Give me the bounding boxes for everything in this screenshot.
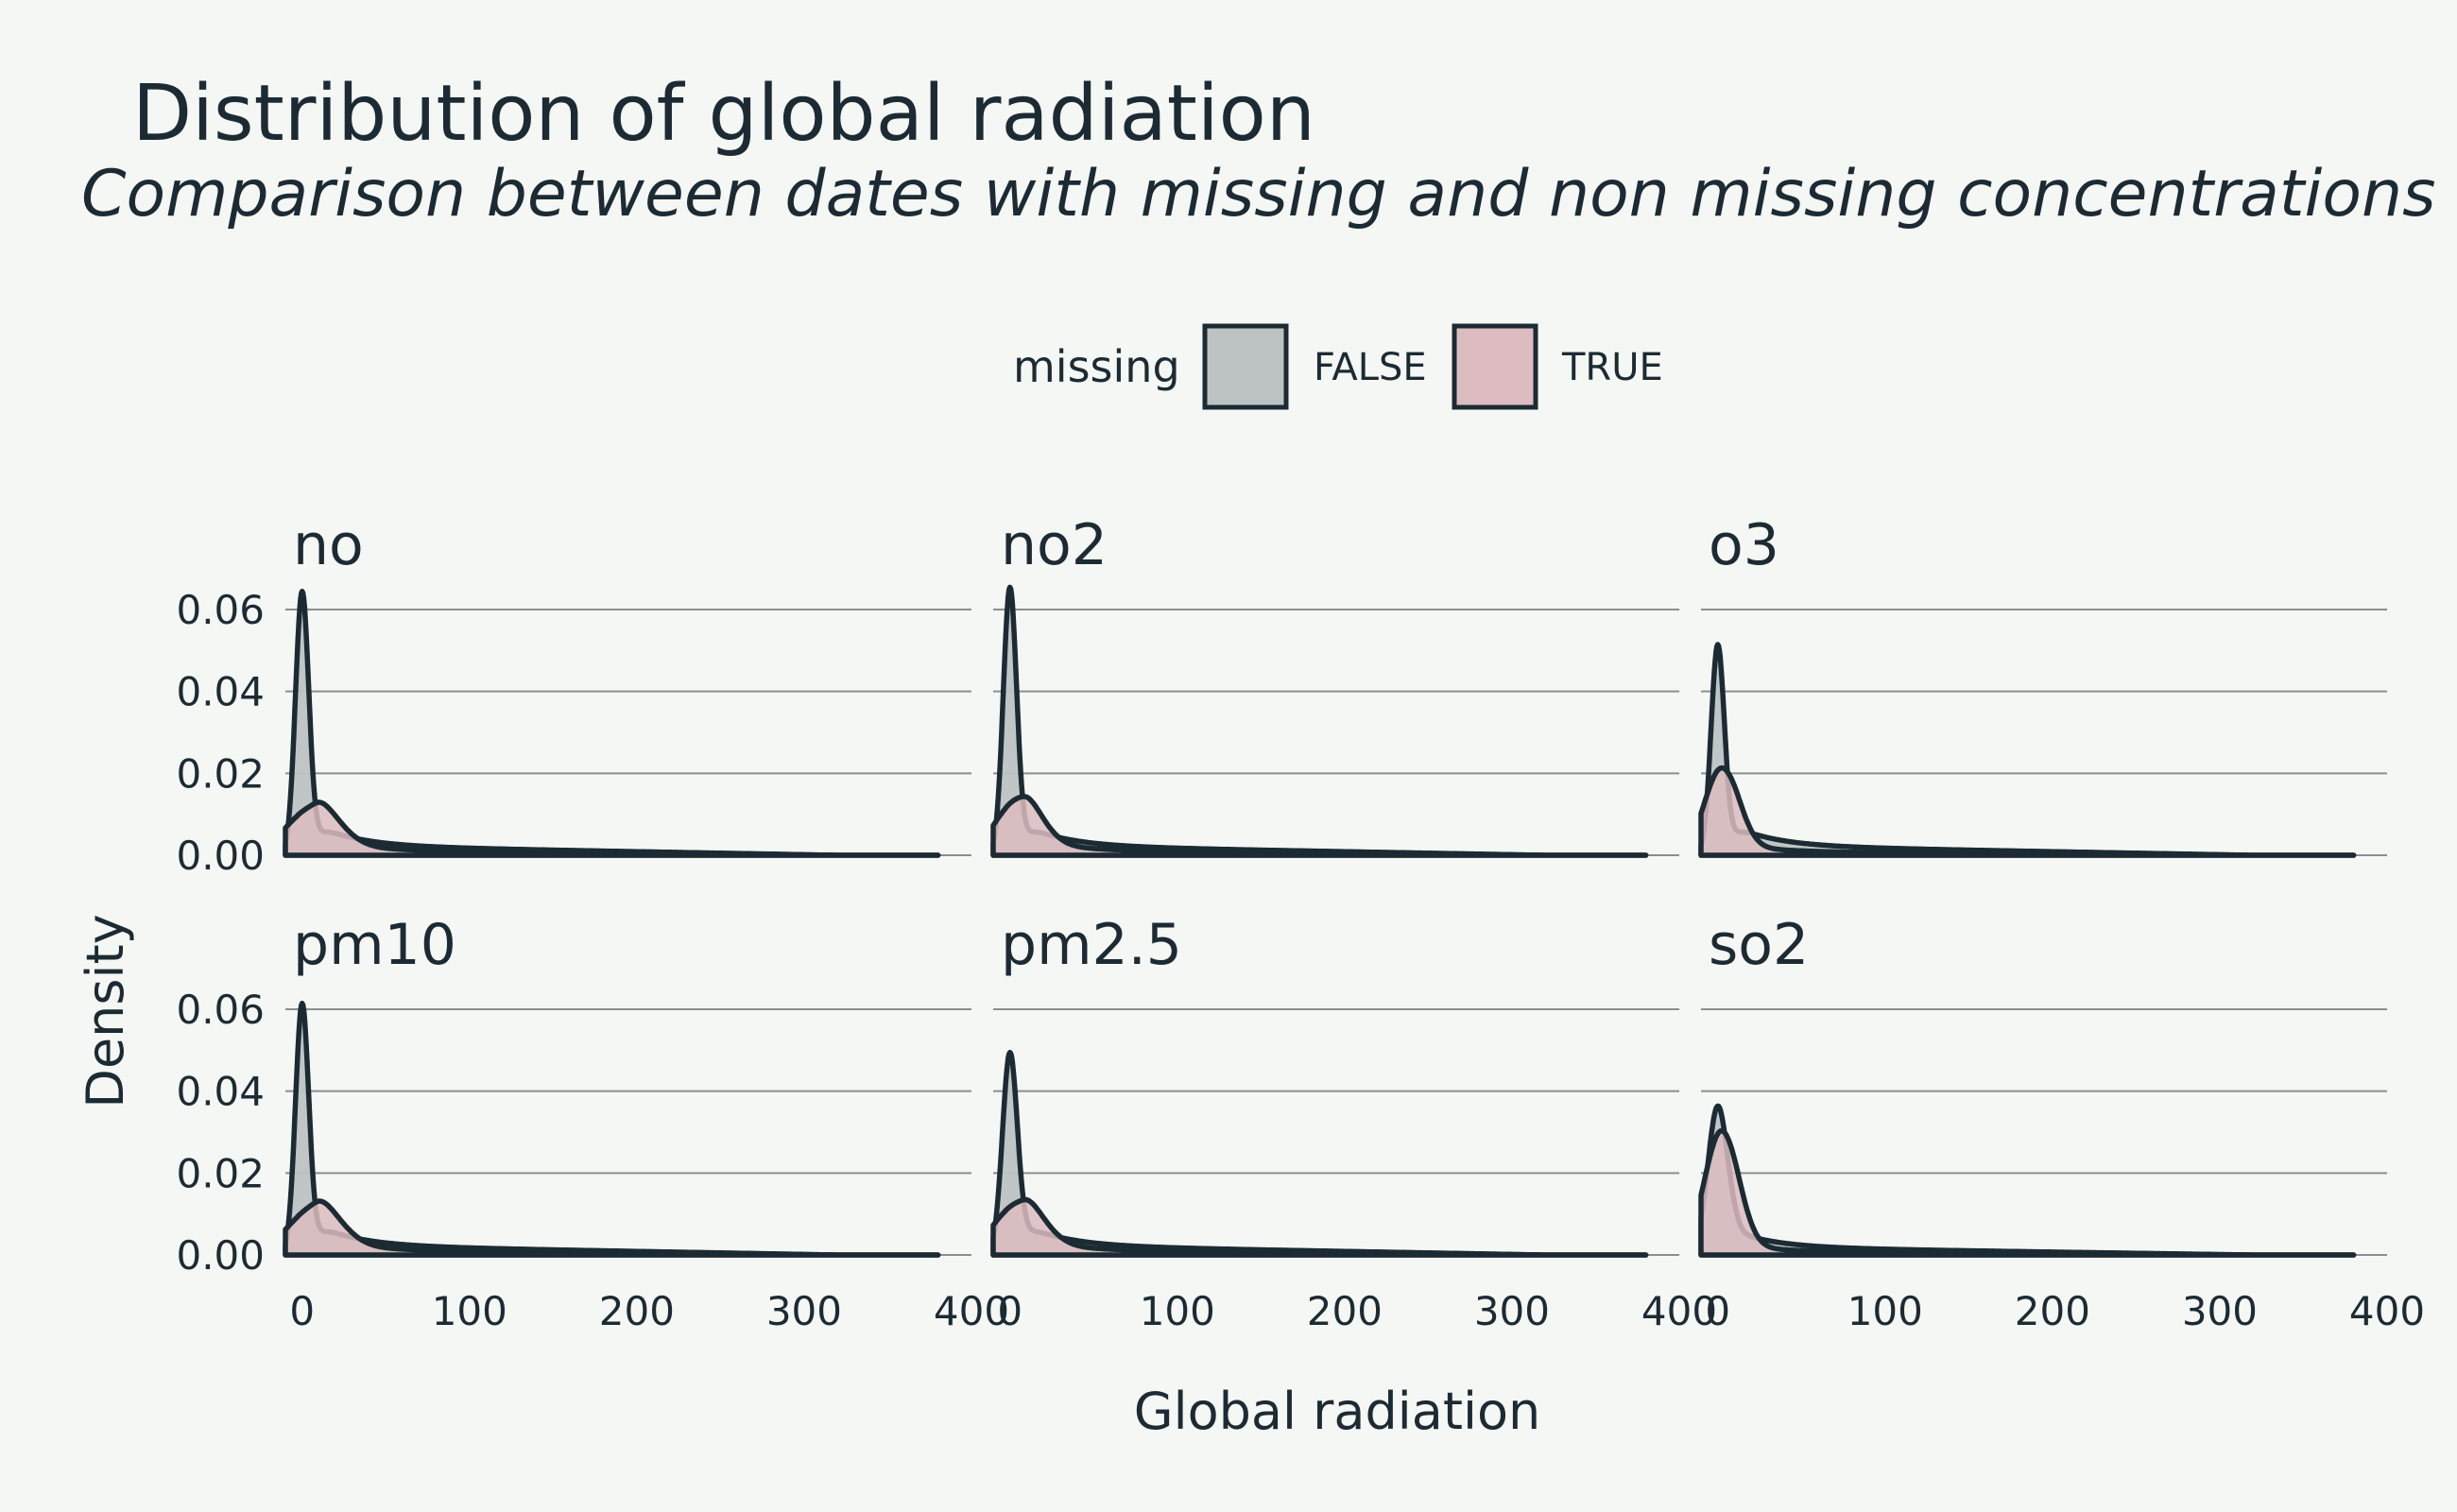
density-area-true	[283, 1198, 941, 1258]
facet-label: pm2.5	[1001, 912, 1182, 978]
x-axis-label: Global radiation	[1134, 1382, 1541, 1441]
x-tick-label: 400	[1641, 1288, 1717, 1334]
legend-key-true	[1452, 323, 1538, 410]
facet-panels: no 0.00 0.02 0.04 0.06 no2 o3 pm10 0.00 0.02 0.04 0…	[176, 512, 2425, 1334]
x-tick-label: 100	[432, 1288, 507, 1334]
density-area-false	[1698, 1103, 2357, 1258]
y-tick-label: 0.02	[176, 1150, 265, 1196]
density-area-true	[1698, 1127, 2357, 1258]
x-tick-label: 0	[1705, 1288, 1730, 1334]
facet-panel-o3: o3	[1698, 512, 2387, 858]
facet-panel-pm2-5: pm2.5 0 100 200 300 400	[990, 912, 1717, 1334]
x-tick-label: 200	[1307, 1288, 1383, 1334]
density-area-false	[1698, 642, 2357, 858]
y-tick-label: 0.06	[176, 987, 265, 1033]
x-tick-label: 300	[766, 1288, 842, 1334]
chart-subtitle: Comparison between dates with missing an…	[81, 157, 2436, 232]
x-tick-label: 300	[1474, 1288, 1550, 1334]
density-area-true	[1698, 765, 2357, 858]
facet-label: so2	[1709, 912, 1809, 978]
facet-label: o3	[1709, 512, 1779, 578]
x-tick-label: 100	[1140, 1288, 1215, 1334]
legend-title: missing	[1013, 341, 1180, 392]
density-area-true	[990, 1196, 1649, 1258]
y-tick-label: 0.00	[176, 833, 265, 879]
density-area-true	[990, 794, 1649, 858]
density-area-false	[283, 588, 941, 858]
density-area-true	[283, 799, 941, 858]
x-tick-label: 0	[997, 1288, 1022, 1334]
y-tick-label: 0.04	[176, 1069, 265, 1115]
x-tick-label: 400	[2349, 1288, 2425, 1334]
density-area-false	[990, 1049, 1649, 1258]
facet-label: no	[293, 512, 364, 578]
legend: missing FALSE TRUE	[1013, 323, 1663, 410]
facet-panel-so2: so2 0 100 200 300 400	[1698, 912, 2425, 1334]
x-tick-label: 200	[2015, 1288, 2090, 1334]
legend-label-true: TRUE	[1561, 346, 1663, 389]
x-tick-label: 200	[599, 1288, 675, 1334]
facet-panel-no2: no2	[990, 512, 1679, 858]
x-tick-label: 300	[2182, 1288, 2258, 1334]
x-tick-label: 400	[934, 1288, 1009, 1334]
x-tick-label: 100	[1847, 1288, 1923, 1334]
x-tick-label: 0	[289, 1288, 315, 1334]
y-tick-label: 0.02	[176, 750, 265, 797]
y-tick-label: 0.00	[176, 1232, 265, 1279]
facet-panel-no: no 0.00 0.02 0.04 0.06	[176, 512, 971, 879]
facet-panel-pm10: pm10 0.00 0.02 0.04 0.06 0 100 200 300 400	[176, 912, 1009, 1334]
facet-label: no2	[1001, 512, 1108, 578]
legend-label-false: FALSE	[1314, 346, 1427, 389]
facet-label: pm10	[293, 912, 456, 978]
y-tick-label: 0.06	[176, 587, 265, 633]
chart-title: Distribution of global radiation	[132, 69, 1315, 159]
legend-key-false	[1202, 323, 1289, 410]
density-area-false	[283, 1000, 941, 1258]
density-area-false	[990, 584, 1649, 858]
y-axis-label: Density	[76, 914, 135, 1108]
y-tick-label: 0.04	[176, 669, 265, 715]
